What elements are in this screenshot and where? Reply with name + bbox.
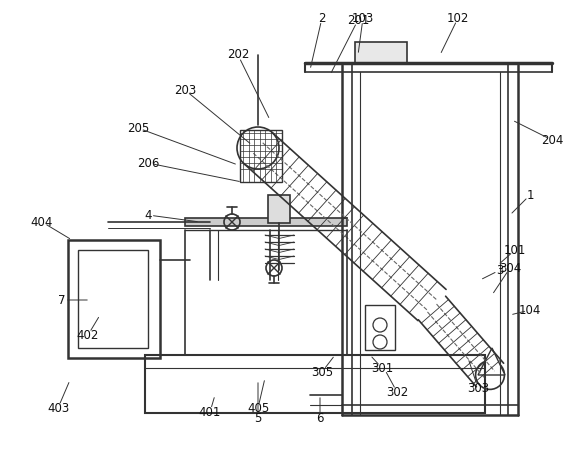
Bar: [365, 305, 395, 350]
Text: 5: 5: [255, 412, 262, 424]
Text: 304: 304: [499, 262, 521, 274]
Text: 403: 403: [47, 402, 69, 414]
Text: 204: 204: [541, 133, 563, 147]
Text: 404: 404: [31, 216, 53, 228]
Bar: [355, 42, 407, 64]
Bar: [268, 195, 290, 223]
Bar: [78, 250, 148, 348]
Text: 206: 206: [137, 157, 159, 169]
Text: 101: 101: [504, 244, 526, 256]
Text: 1: 1: [526, 189, 534, 201]
Text: 4: 4: [144, 209, 152, 221]
Bar: [240, 130, 282, 182]
Text: 305: 305: [311, 366, 333, 378]
Text: 103: 103: [352, 11, 374, 25]
Text: 102: 102: [447, 11, 469, 25]
Text: 302: 302: [386, 385, 408, 398]
Text: 202: 202: [227, 49, 249, 61]
Text: 3: 3: [496, 263, 504, 277]
Bar: [185, 218, 347, 226]
Text: 6: 6: [316, 412, 324, 424]
Text: 201: 201: [347, 14, 369, 26]
Text: 303: 303: [467, 382, 489, 394]
Text: 301: 301: [371, 361, 393, 375]
Bar: [68, 240, 160, 358]
Text: 405: 405: [247, 402, 269, 414]
Text: 401: 401: [199, 405, 221, 419]
Text: 203: 203: [174, 84, 196, 96]
Text: 402: 402: [77, 329, 99, 342]
Bar: [145, 355, 485, 413]
Text: 205: 205: [127, 122, 149, 134]
Text: 2: 2: [318, 11, 326, 25]
Text: 7: 7: [58, 294, 66, 307]
Polygon shape: [478, 348, 505, 375]
Text: 104: 104: [519, 304, 541, 316]
